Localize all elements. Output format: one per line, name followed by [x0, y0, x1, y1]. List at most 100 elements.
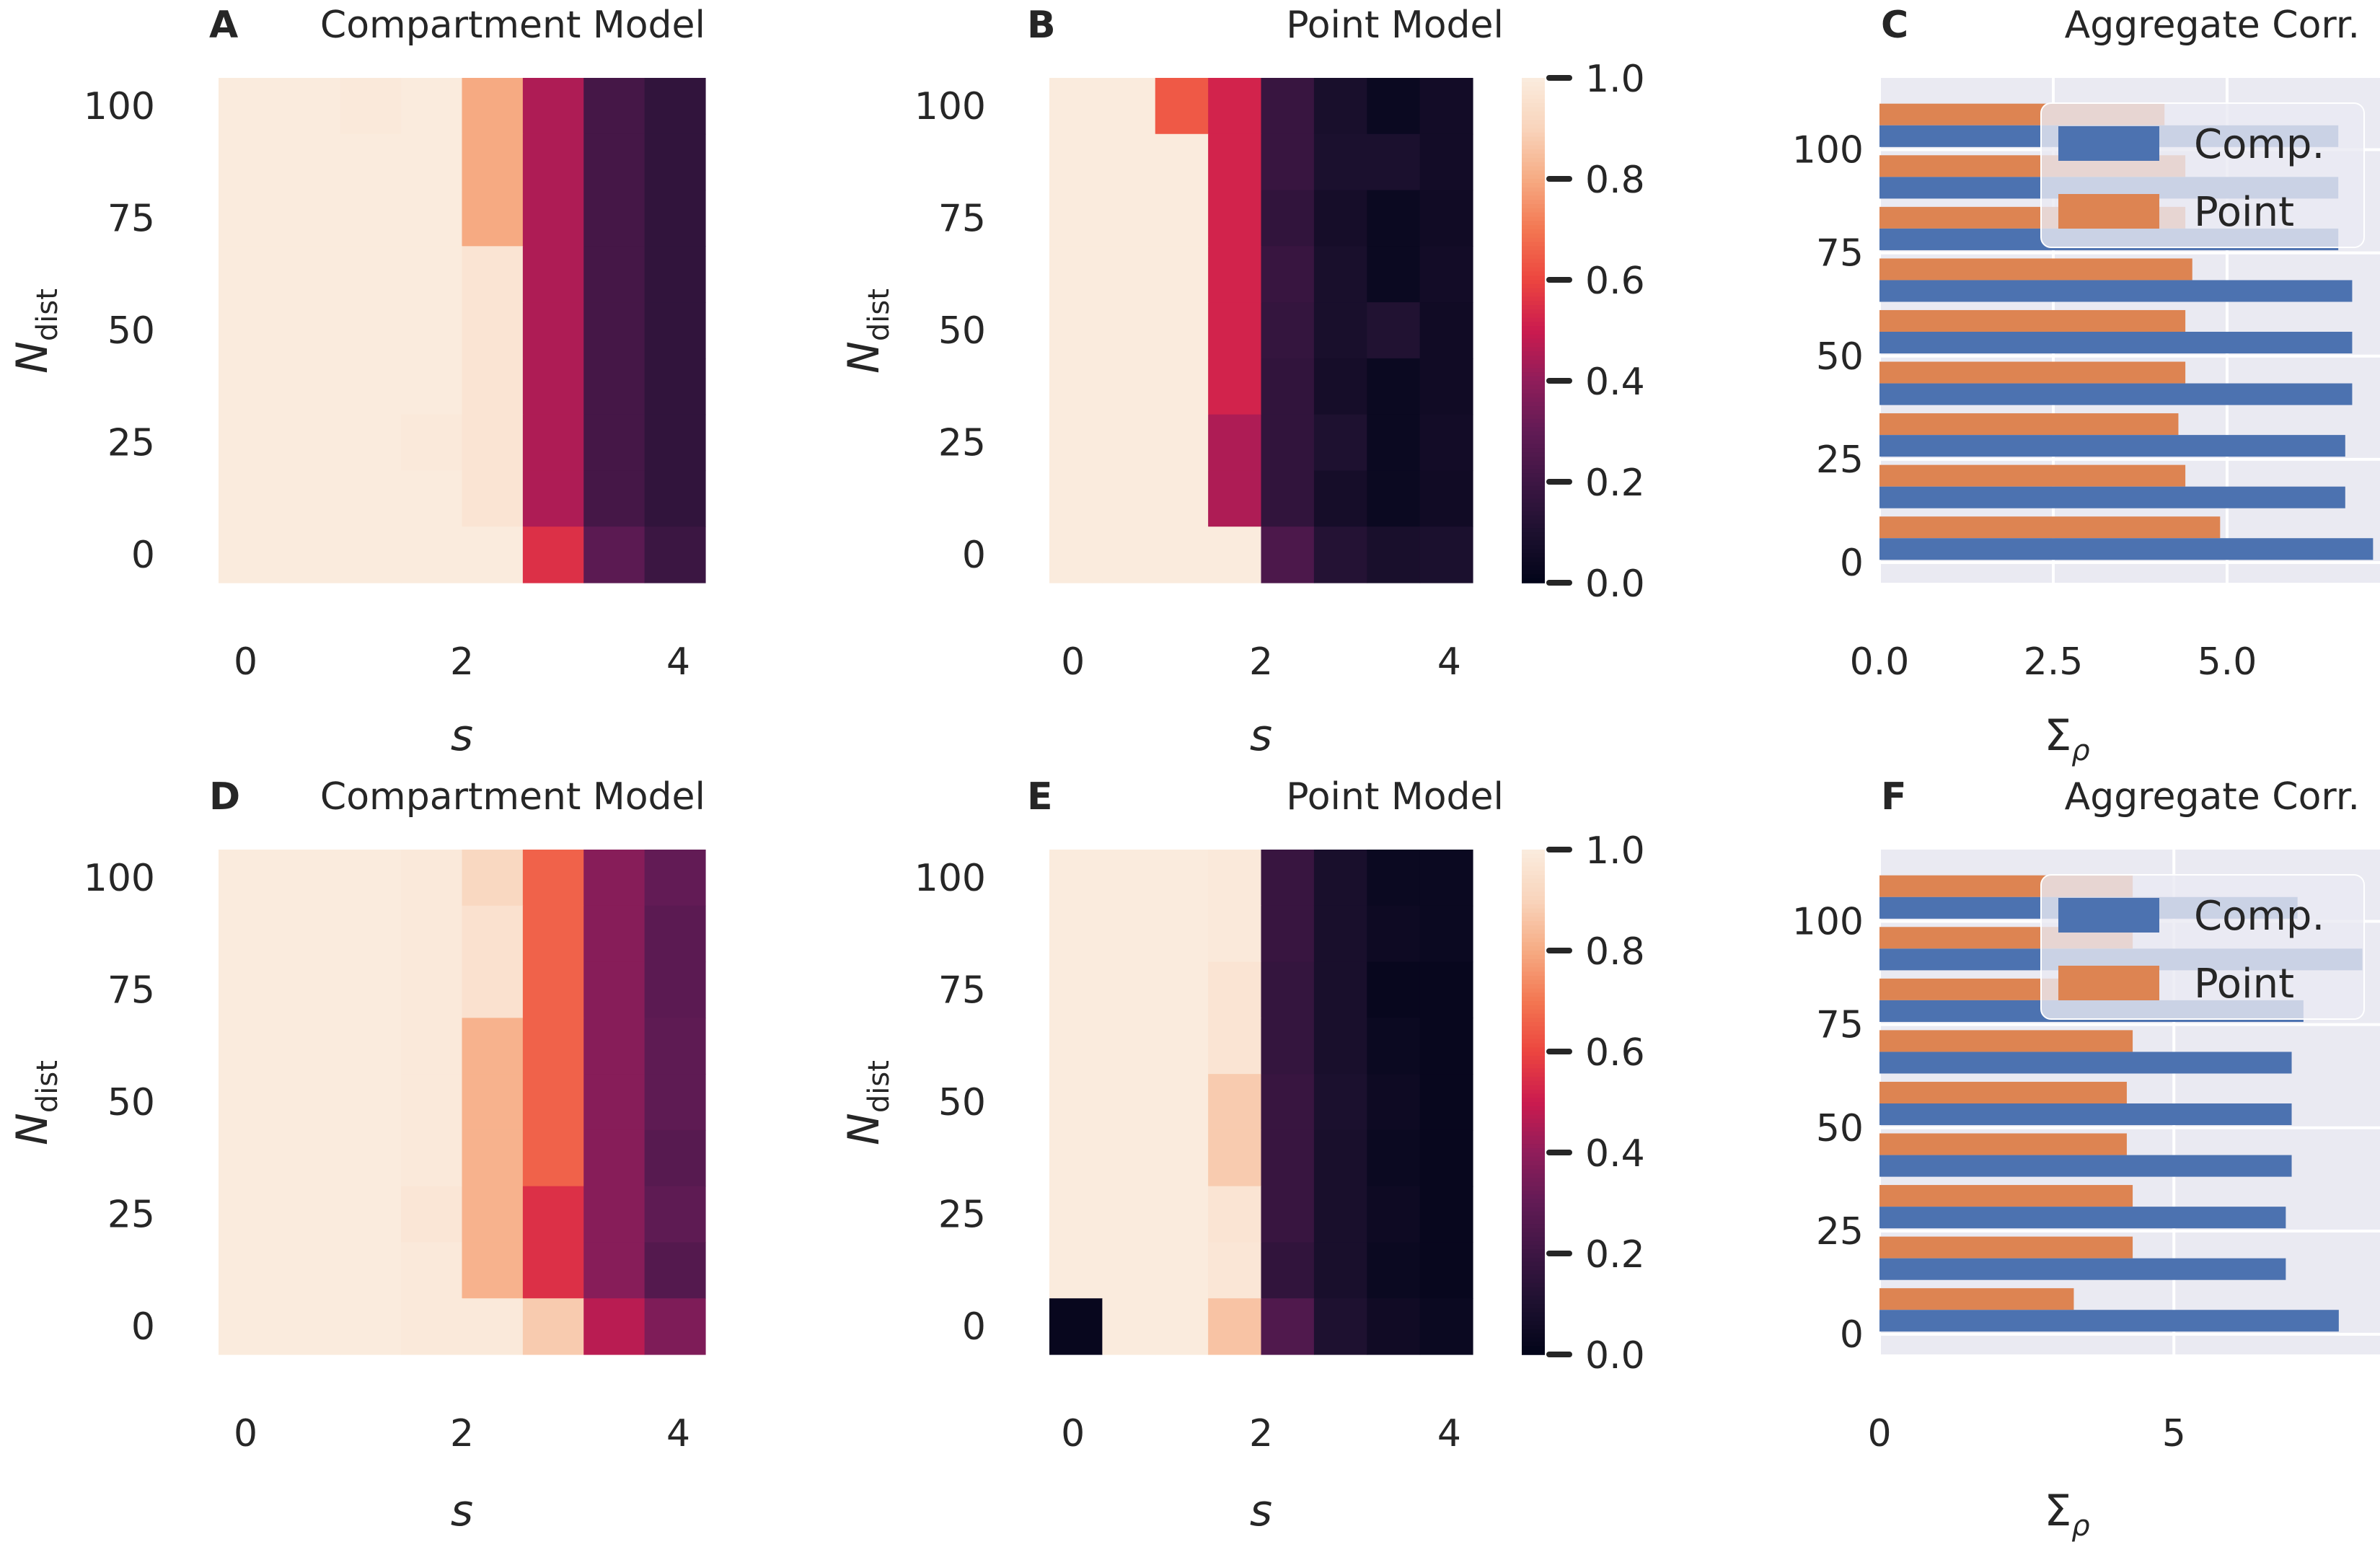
- legend: Comp. Point: [2040, 102, 2365, 248]
- colorbar-segment: [1522, 402, 1545, 407]
- heatmap-cell: [462, 246, 524, 303]
- colorbar-segment: [1522, 1047, 1545, 1052]
- heatmap-cell: [1102, 414, 1156, 472]
- colorbar-segment: [1522, 330, 1545, 335]
- heatmap-cell: [1367, 414, 1421, 472]
- heatmap-cell: [279, 246, 341, 303]
- colorbar-segment: [1522, 1186, 1545, 1191]
- bar-comp: [1879, 1310, 2339, 1332]
- heatmap-cell: [1155, 1186, 1209, 1243]
- colorbar-segment: [1522, 1085, 1545, 1090]
- colorbar-segment: [1522, 883, 1545, 889]
- panel-d: D Compartment Model 100 75 50 25 0 0 2 4 s Ndist: [7, 775, 706, 1536]
- colorbar-segment: [1522, 187, 1545, 193]
- heatmap-cell: [644, 905, 706, 963]
- x-axis-label: Σρ: [2044, 1486, 2089, 1543]
- colorbar-segment: [1522, 574, 1545, 579]
- heatmap-cell: [1313, 246, 1367, 303]
- heatmap-cell: [644, 133, 706, 191]
- colorbar-segment: [1522, 258, 1545, 264]
- heatmap-cell: [219, 850, 280, 907]
- colorbar-segment: [1522, 1156, 1545, 1162]
- heatmap-cell: [583, 1242, 645, 1299]
- colorbar-segment: [1522, 553, 1545, 558]
- colorbar-segment: [1522, 971, 1545, 977]
- legend-swatch: [2058, 194, 2159, 229]
- colorbar-segment: [1522, 1279, 1545, 1284]
- x-tick-label: 2: [450, 1412, 474, 1455]
- panel-c: C Aggregate Corr. 100 75 50 25 0 0.0 2.5 5.0 Σρ Com…: [1792, 4, 2380, 767]
- colorbar-segment: [1522, 1308, 1545, 1313]
- colorbar-segment: [1522, 1018, 1545, 1023]
- panel-title: Compartment Model: [320, 4, 705, 47]
- heatmap-cell: [1049, 1018, 1103, 1075]
- heatmap-cell: [522, 1298, 584, 1355]
- heatmap-cell: [219, 246, 280, 303]
- heatmap-cell: [644, 358, 706, 415]
- heatmap-cell: [583, 526, 645, 583]
- heatmap-cell: [1102, 1298, 1156, 1355]
- colorbar-segment: [1522, 1270, 1545, 1275]
- legend: Comp. Point: [2040, 874, 2365, 1020]
- heatmap-cell: [462, 78, 524, 135]
- colorbar-segment: [1522, 1152, 1545, 1158]
- heatmap-cell: [1102, 850, 1156, 907]
- heatmap-cell: [1049, 358, 1103, 415]
- y-tick-label: 75: [107, 197, 155, 240]
- heatmap-cell: [1049, 1129, 1103, 1187]
- colorbar-segment: [1522, 343, 1545, 348]
- heatmap-cell: [462, 526, 524, 583]
- colorbar-segment: [1522, 271, 1545, 276]
- heatmap-cell: [219, 1242, 280, 1299]
- colorbar-segment: [1522, 1291, 1545, 1297]
- heatmap-cell: [1208, 526, 1262, 583]
- colorbar-segment: [1522, 182, 1545, 188]
- colorbar-segment: [1522, 997, 1545, 1002]
- panel-letter: D: [209, 775, 240, 819]
- colorbar-segment: [1522, 1325, 1545, 1330]
- colorbar-segment: [1522, 1102, 1545, 1107]
- heatmap-cell: [1261, 190, 1315, 247]
- y-tick-label: 100: [1792, 129, 1864, 172]
- colorbar-segment: [1522, 359, 1545, 365]
- colorbar-segment: [1522, 900, 1545, 905]
- heatmap-cell: [1155, 1298, 1209, 1355]
- heatmap-cell: [401, 190, 463, 247]
- heatmap-cell: [1049, 133, 1103, 191]
- heatmap-cell: [522, 470, 584, 527]
- y-tick-label: 0: [131, 1305, 155, 1349]
- heatmap-cell: [1102, 190, 1156, 247]
- heatmap-cell: [219, 1018, 280, 1075]
- y-tick-label: 25: [938, 422, 986, 465]
- heatmap-cell: [522, 190, 584, 247]
- panel-letter: B: [1027, 4, 1056, 47]
- heatmap-cell: [219, 133, 280, 191]
- heatmap-cell: [1208, 850, 1262, 907]
- heatmap-cell: [462, 358, 524, 415]
- heatmap-cell: [1155, 246, 1209, 303]
- heatmap-cell: [1419, 133, 1473, 191]
- bar-point: [1879, 1185, 2133, 1207]
- heatmap-cell: [1261, 1186, 1315, 1243]
- colorbar-segment: [1522, 237, 1545, 243]
- panel-title: Point Model: [1286, 775, 1504, 819]
- colorbar-segment: [1522, 431, 1545, 436]
- colorbar-segment: [1522, 853, 1545, 859]
- y-tick-label: 100: [914, 85, 986, 128]
- colorbar-segment: [1522, 850, 1545, 855]
- bar-point: [1879, 464, 2186, 487]
- heatmap-cell: [1208, 905, 1262, 963]
- colorbar-segment: [1522, 976, 1545, 981]
- colorbar-segment: [1522, 376, 1545, 382]
- colorbar-segment: [1522, 351, 1545, 356]
- heatmap-cell: [1419, 1129, 1473, 1187]
- heatmap-cell: [1367, 246, 1421, 303]
- colorbar-segment: [1522, 460, 1545, 466]
- heatmap-cell: [522, 1018, 584, 1075]
- heatmap-cell: [1155, 78, 1209, 135]
- heatmap-cell: [522, 905, 584, 963]
- heatmap-cell: [462, 1298, 524, 1355]
- heatmap-cell: [1102, 1129, 1156, 1187]
- colorbar-segment: [1522, 99, 1545, 104]
- heatmap-cell: [219, 190, 280, 247]
